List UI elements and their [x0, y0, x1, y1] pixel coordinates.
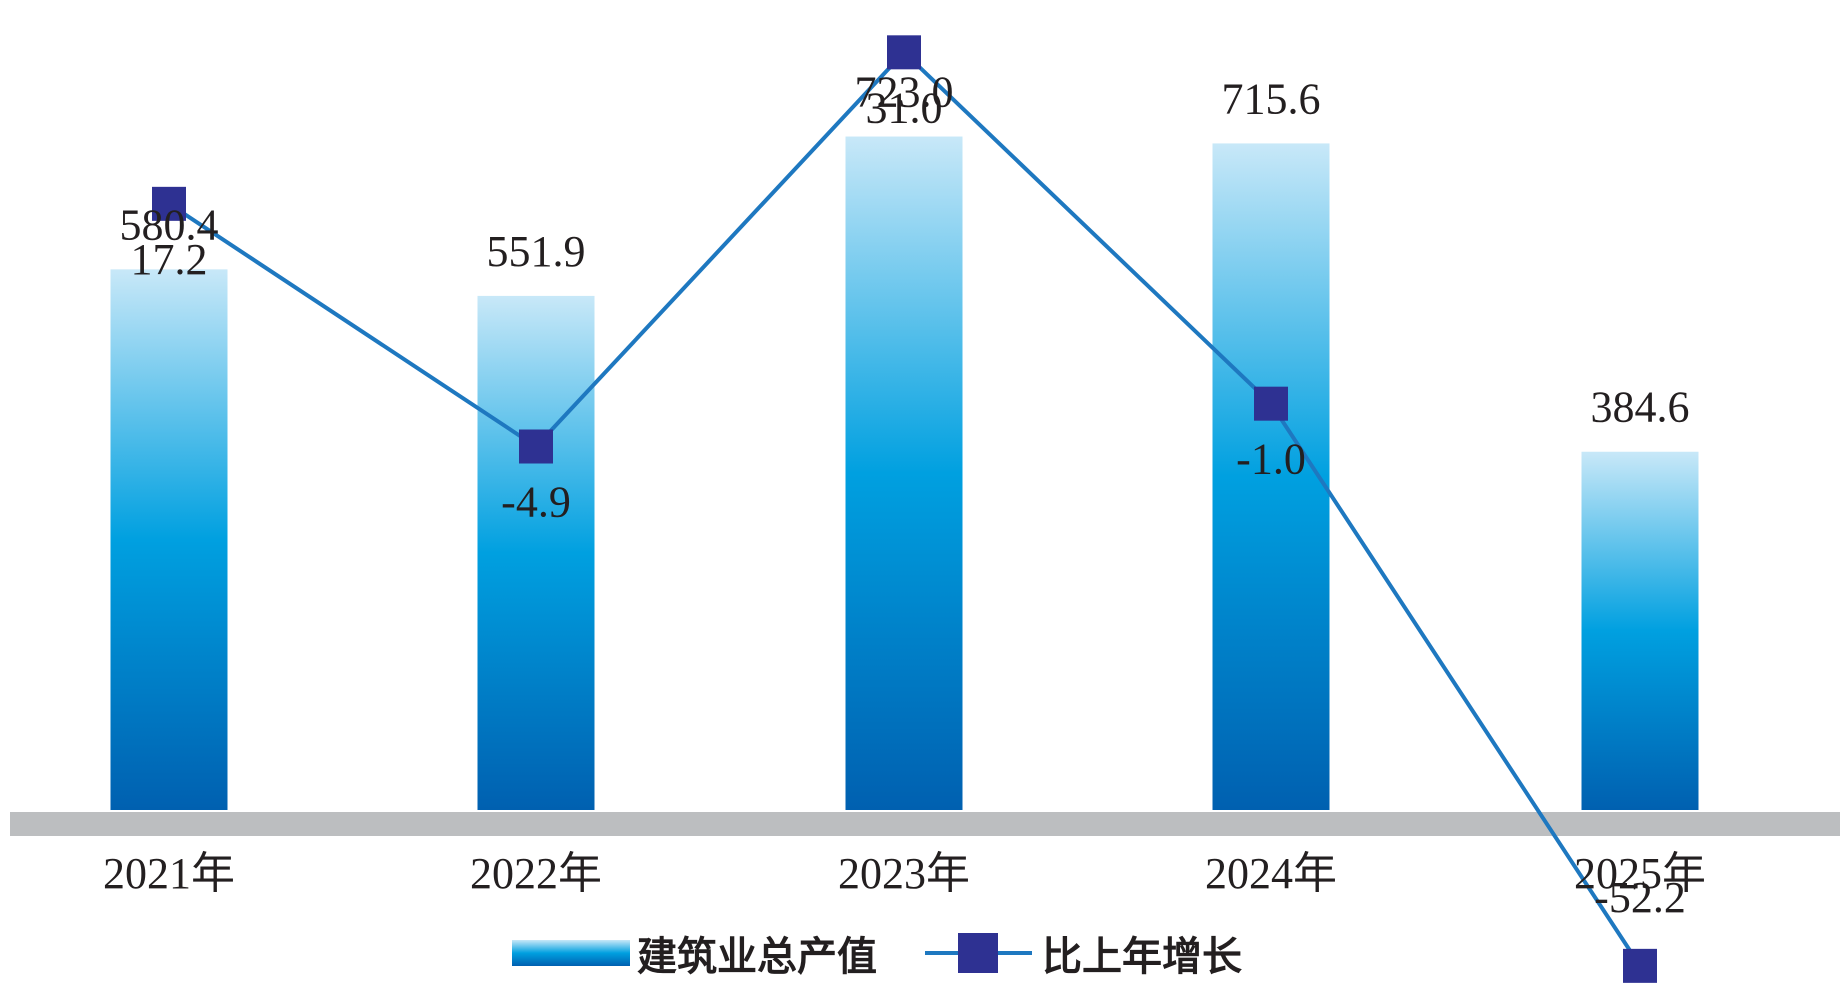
x-tick-labels: 2021年 2022年 2023年 2024年 2025年: [103, 849, 1706, 898]
x-tick-label-1: 2022年: [470, 849, 602, 898]
legend-line-marker: [958, 933, 998, 973]
x-tick-label-4: 2025年: [1574, 849, 1706, 898]
growth-value-label-0: 17.2: [131, 235, 208, 284]
bar-value-label-4: 384.6: [1591, 383, 1690, 432]
bar-3: [1212, 143, 1330, 811]
bar-1: [477, 295, 595, 810]
x-tick-label-3: 2024年: [1205, 849, 1337, 898]
x-tick-label-0: 2021年: [103, 849, 235, 898]
legend-line-label: 比上年增长: [1042, 934, 1242, 980]
growth-marker-3: [1254, 386, 1288, 421]
line-layer: [152, 35, 1657, 983]
growth-value-label-4: -52.2: [1594, 873, 1686, 922]
bar-4: [1581, 451, 1699, 810]
bar-value-label-2: 723.0: [855, 68, 954, 117]
growth-value-label-1: -4.9: [501, 478, 571, 527]
growth-marker-2: [887, 35, 921, 70]
growth-marker-1: [519, 429, 553, 464]
labels-layer: 580.4 551.9 723.0 715.6 384.6 17.2 -4.9 31.0 -1.…: [120, 68, 1690, 922]
bar-2: [845, 136, 963, 810]
bar-0: [110, 269, 228, 810]
bar-value-label-1: 551.9: [487, 227, 586, 276]
bar-value-label-3: 715.6: [1222, 74, 1321, 123]
x-tick-label-2: 2023年: [838, 849, 970, 898]
growth-value-label-2: 31.0: [866, 83, 943, 132]
legend-bar-swatch: [512, 940, 630, 966]
bar-value-label-0: 580.4: [120, 200, 219, 249]
growth-value-label-3: -1.0: [1236, 435, 1306, 484]
legend: 建筑业总产值 比上年增长: [512, 933, 1242, 980]
growth-marker-4: [1623, 948, 1657, 983]
bars-layer: [110, 136, 1699, 811]
legend-bar-label: 建筑业总产值: [637, 934, 877, 980]
growth-marker-0: [152, 186, 186, 221]
x-axis-band: [10, 812, 1840, 836]
